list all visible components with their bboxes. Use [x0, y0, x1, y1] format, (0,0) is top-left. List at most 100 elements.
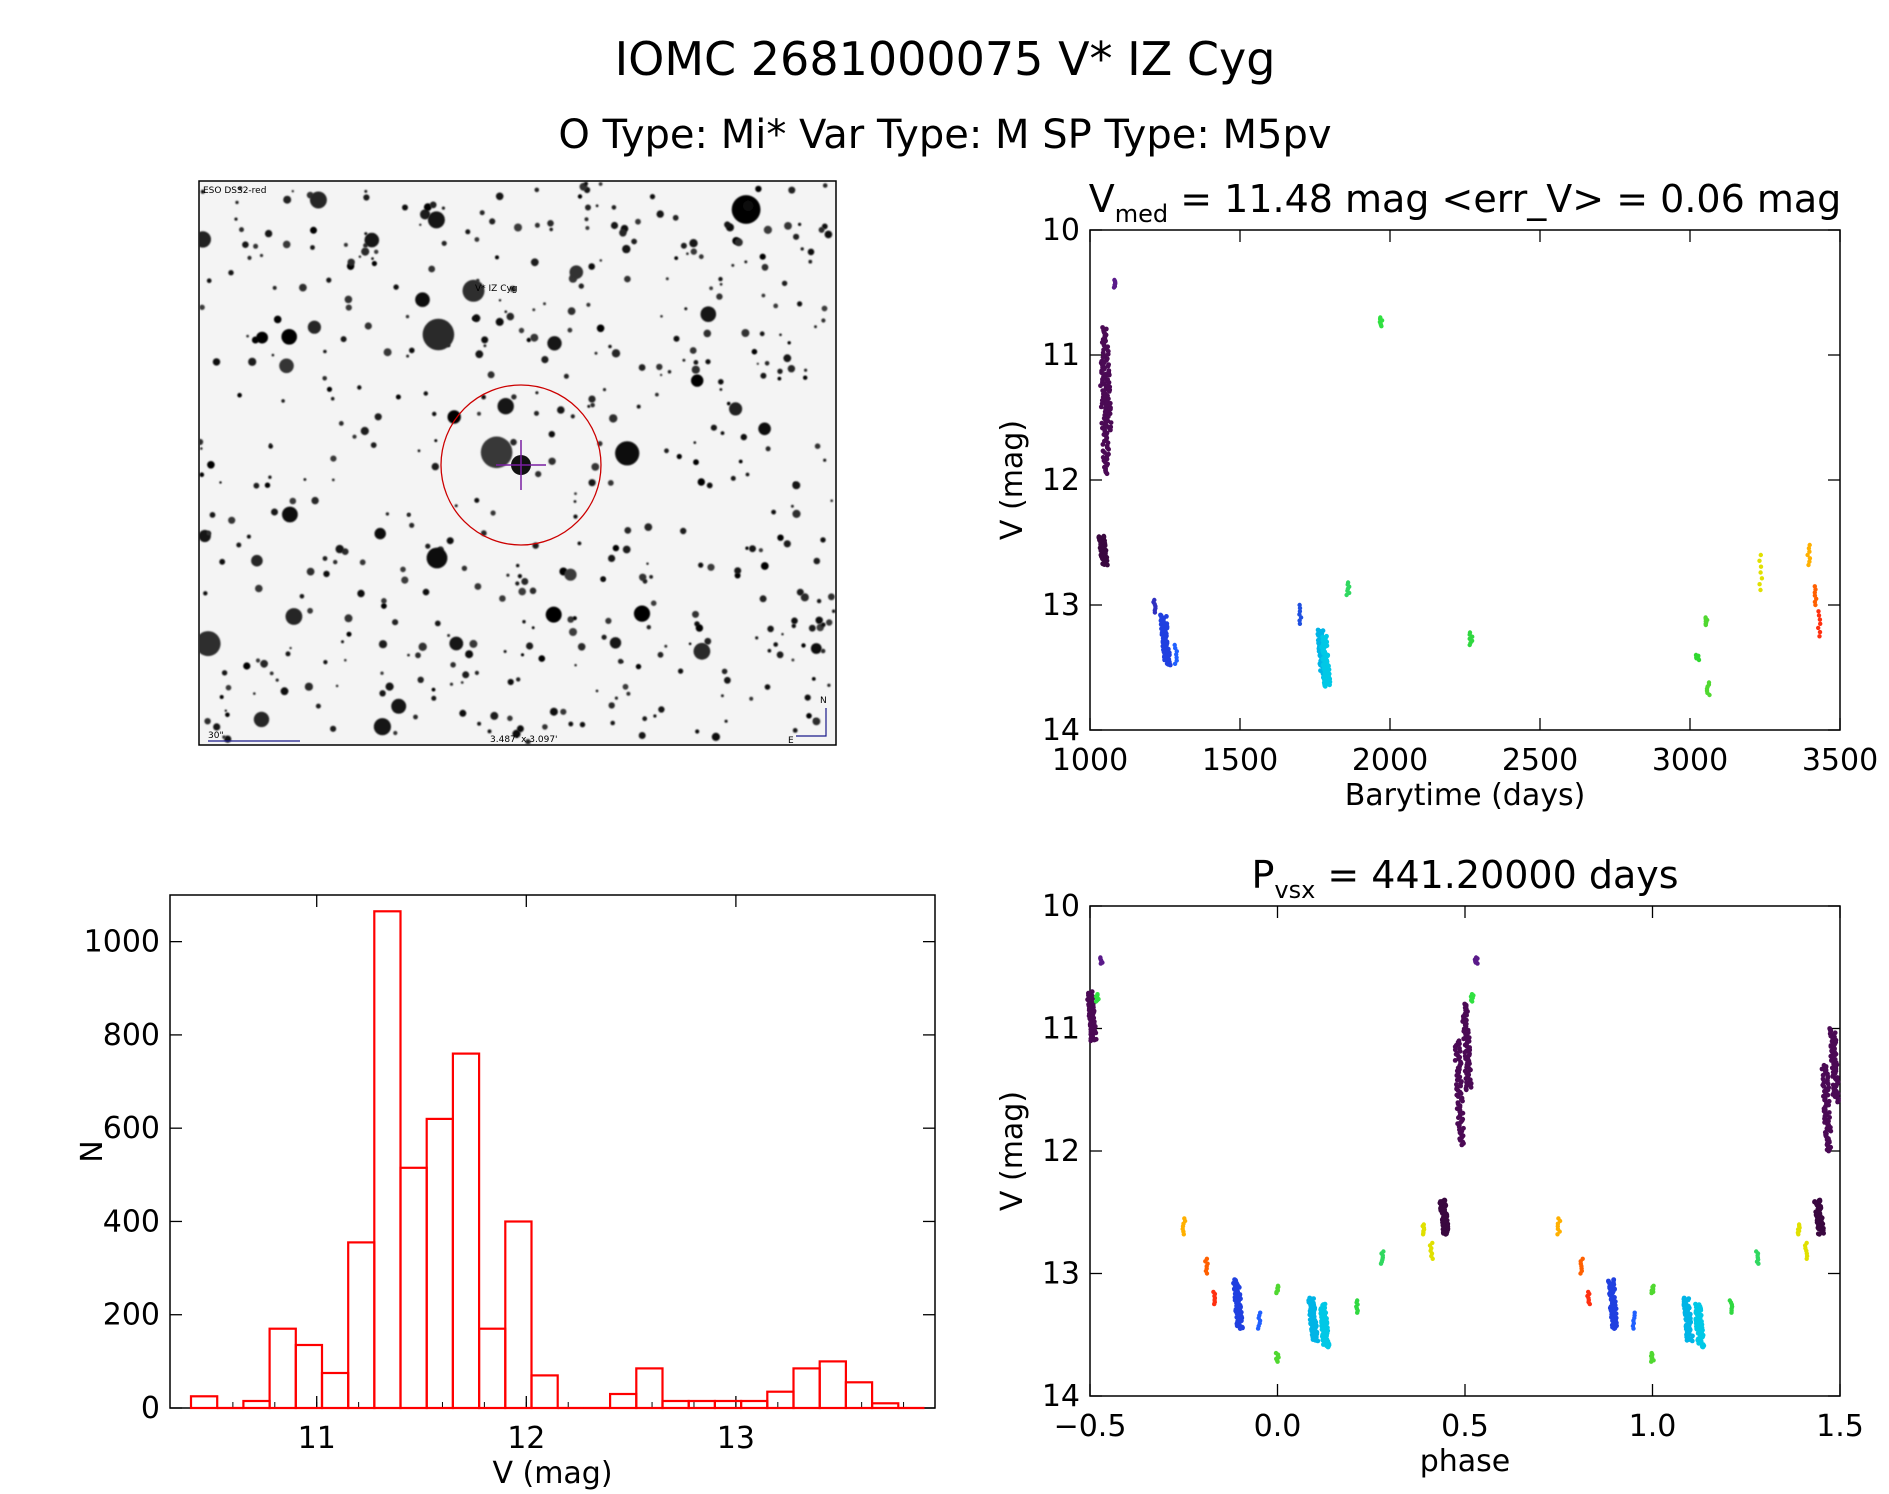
plot-frame	[169, 894, 936, 1409]
finder-star	[253, 692, 256, 695]
finder-star	[826, 619, 833, 626]
finder-star	[373, 718, 391, 736]
finder-star	[724, 676, 731, 684]
finder-star	[810, 643, 822, 654]
finder-star	[474, 497, 480, 503]
y-tick-label: 12	[1042, 1134, 1080, 1169]
data-point	[1459, 1142, 1465, 1148]
data-point	[1807, 542, 1812, 548]
data-point	[1297, 621, 1303, 626]
data-point	[1152, 610, 1158, 615]
finder-star	[264, 482, 271, 488]
finder-star	[254, 584, 263, 593]
finder-star	[516, 563, 520, 568]
finder-star	[475, 350, 484, 359]
finder-star	[760, 562, 769, 570]
data-point	[1813, 602, 1818, 608]
finder-star	[510, 438, 517, 446]
data-point	[1819, 1066, 1825, 1072]
histogram-bar	[373, 910, 402, 1410]
data-point	[1420, 1232, 1426, 1237]
finder-star	[596, 324, 605, 333]
finder-star	[718, 379, 724, 385]
finder-star	[498, 299, 502, 302]
y-tick-label: 600	[103, 1111, 160, 1146]
histogram-bar	[530, 1374, 559, 1410]
finder-star	[236, 542, 242, 548]
finder-star	[808, 624, 816, 632]
y-tick-label: 10	[1042, 889, 1080, 924]
finder-star	[693, 459, 699, 466]
finder-star	[281, 399, 285, 403]
finder-star	[784, 222, 792, 230]
data-point	[1461, 1036, 1467, 1042]
finder-star	[744, 260, 748, 264]
finder-star	[256, 331, 268, 344]
finder-star	[311, 496, 319, 505]
figure-subtitle: O Type: Mi* Var Type: M SP Type: M5pv	[558, 112, 1331, 158]
finder-star	[590, 402, 595, 408]
finder-star	[803, 375, 808, 380]
finder-star	[323, 570, 330, 578]
finder-star	[323, 349, 327, 354]
finder-star	[682, 358, 686, 362]
finder-star	[364, 322, 372, 330]
finder-star	[504, 310, 508, 314]
finder-star	[721, 668, 728, 675]
data-point	[1100, 442, 1106, 447]
finder-star	[415, 652, 421, 659]
finder-star	[543, 302, 546, 306]
finder-star	[521, 578, 529, 585]
histogram-bar	[844, 1381, 874, 1410]
data-cluster	[1085, 989, 1099, 1044]
finder-star	[720, 431, 725, 435]
data-point	[1099, 370, 1104, 376]
finder-star	[285, 651, 291, 657]
finder-star	[483, 344, 487, 348]
finder-star	[791, 658, 795, 662]
finder-star	[380, 671, 384, 675]
finder-star	[706, 482, 713, 489]
finder-star	[760, 372, 767, 379]
data-point	[1806, 562, 1811, 568]
data-point	[1456, 1115, 1461, 1121]
data-point	[1106, 446, 1111, 452]
finder-star	[431, 462, 439, 471]
finder-star	[824, 230, 833, 239]
data-point	[1297, 618, 1302, 623]
finder-star	[693, 441, 697, 444]
finder-star	[512, 729, 521, 739]
finder-star	[626, 691, 631, 696]
finder-star	[253, 711, 270, 728]
data-point	[1467, 1047, 1473, 1053]
finder-star	[212, 358, 221, 366]
data-cluster	[1378, 1249, 1386, 1266]
finder-star	[273, 315, 282, 324]
finder-star	[577, 194, 583, 199]
histogram-plot: 11 12 13 0 200 400 600 800 1000 V (mag) N	[75, 894, 936, 1491]
finder-star	[608, 554, 616, 563]
y-tick-label: 400	[103, 1204, 160, 1239]
finder-star	[573, 500, 577, 503]
finder-star	[526, 337, 531, 343]
data-point	[1104, 471, 1110, 477]
finder-star	[509, 285, 517, 293]
finder-star	[547, 220, 554, 227]
data-point	[1454, 1077, 1460, 1083]
finder-star	[745, 472, 750, 477]
finder-star	[830, 499, 833, 503]
finder-star	[535, 471, 542, 478]
finder-star	[361, 247, 370, 256]
finder-star	[822, 183, 828, 188]
x-tick-label: 0.0	[1254, 1409, 1302, 1444]
finder-star	[518, 587, 526, 596]
y-tick-label: 13	[1042, 588, 1080, 623]
finder-star	[801, 643, 806, 648]
finder-star	[569, 265, 584, 280]
finder-star	[291, 190, 294, 193]
finder-star	[406, 354, 410, 358]
finder-star	[371, 260, 377, 267]
finder-star	[591, 463, 600, 471]
finder-star	[793, 233, 800, 240]
finder-star	[221, 670, 228, 676]
